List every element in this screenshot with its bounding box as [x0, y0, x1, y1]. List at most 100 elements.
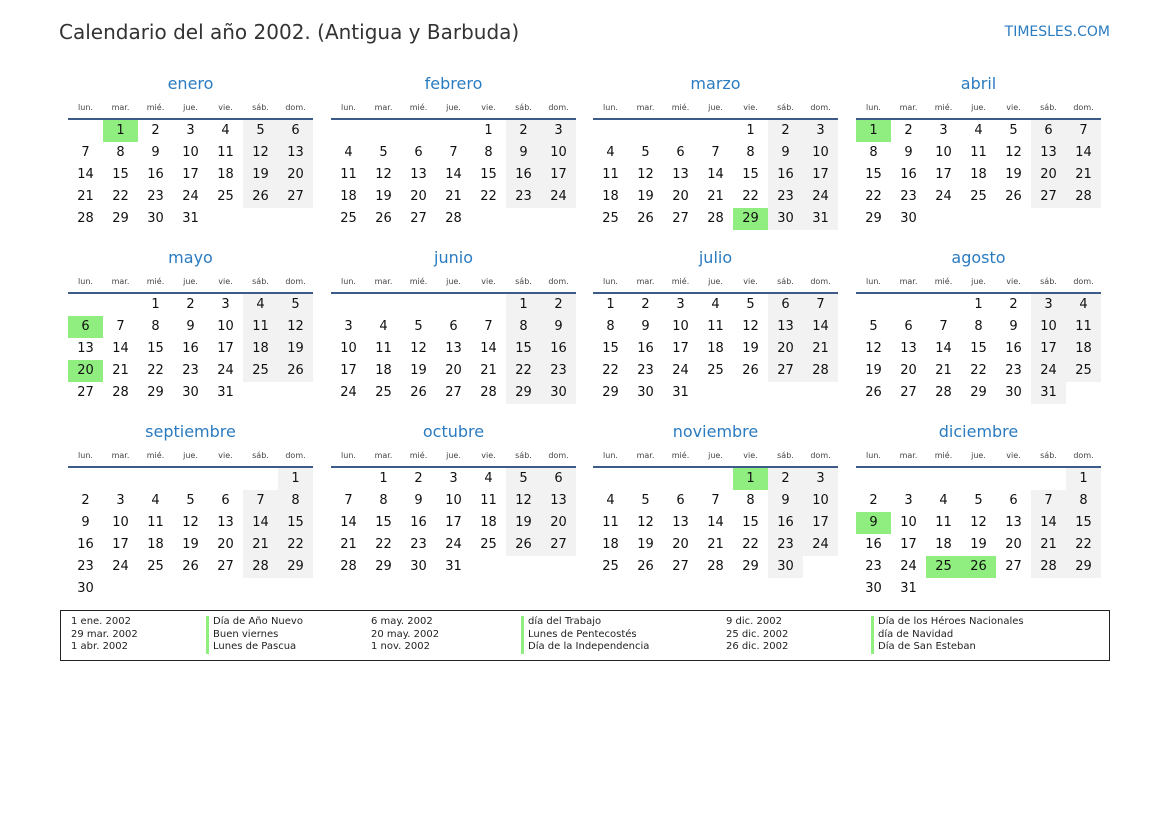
day-cell[interactable]: 31 — [803, 208, 838, 230]
day-cell[interactable]: 27 — [541, 534, 576, 556]
day-cell[interactable]: 12 — [243, 142, 278, 164]
day-cell[interactable]: 22 — [480, 189, 497, 204]
day-cell[interactable]: 23 — [506, 186, 541, 208]
day-cell[interactable]: 7 — [344, 493, 353, 508]
day-cell[interactable]: 4 — [243, 294, 278, 316]
day-cell[interactable]: 21 — [340, 537, 357, 552]
day-cell[interactable]: 21 — [935, 363, 952, 378]
day-cell[interactable]: 10 — [340, 341, 357, 356]
day-cell[interactable]: 30 — [147, 211, 164, 226]
day-cell[interactable]: 14 — [77, 167, 94, 182]
day-cell[interactable]: 8 — [506, 316, 541, 338]
day-cell[interactable]: 1 — [974, 297, 983, 312]
day-cell[interactable]: 3 — [904, 493, 913, 508]
day-cell[interactable]: 14 — [480, 341, 497, 356]
day-cell[interactable]: 3 — [186, 123, 195, 138]
day-cell[interactable]: 18 — [480, 515, 497, 530]
day-cell[interactable]: 30 — [768, 556, 803, 578]
day-cell[interactable]: 9 — [541, 316, 576, 338]
day-cell[interactable]: 2 — [506, 120, 541, 142]
day-cell[interactable]: 4 — [606, 493, 615, 508]
day-cell[interactable]: 12 — [637, 167, 654, 182]
day-cell[interactable]: 23 — [182, 363, 199, 378]
day-cell[interactable]: 1 — [484, 123, 493, 138]
day-cell[interactable]: 12 — [865, 341, 882, 356]
day-cell[interactable]: 15 — [112, 167, 129, 182]
day-cell[interactable]: 31 — [900, 581, 917, 596]
day-cell[interactable]: 5 — [746, 297, 755, 312]
day-cell[interactable]: 20 — [278, 164, 313, 186]
day-cell[interactable]: 23 — [147, 189, 164, 204]
day-cell[interactable]: 6 — [414, 145, 423, 160]
day-cell[interactable]: 29 — [1066, 556, 1101, 578]
day-cell[interactable]: 10 — [217, 319, 234, 334]
day-cell[interactable]: 8 — [484, 145, 493, 160]
day-cell[interactable]: 29 — [112, 211, 129, 226]
day-cell[interactable]: 8 — [116, 145, 125, 160]
day-cell[interactable]: 19 — [243, 164, 278, 186]
day-cell[interactable]: 12 — [970, 515, 987, 530]
day-cell[interactable]: 11 — [707, 319, 724, 334]
day-cell[interactable]: 10 — [541, 142, 576, 164]
day-cell[interactable]: 8 — [379, 493, 388, 508]
day-cell[interactable]: 26 — [410, 385, 427, 400]
day-cell[interactable]: 22 — [1066, 534, 1101, 556]
day-cell[interactable]: 27 — [278, 186, 313, 208]
day-cell[interactable]: 8 — [1066, 490, 1101, 512]
day-cell[interactable]: 3 — [1031, 294, 1066, 316]
day-cell[interactable]: 24 — [672, 363, 689, 378]
day-cell[interactable]: 28 — [112, 385, 129, 400]
day-cell[interactable]: 24 — [541, 186, 576, 208]
day-cell[interactable]: 13 — [768, 316, 803, 338]
day-cell[interactable]: 26 — [243, 186, 278, 208]
day-cell[interactable]: 6 — [278, 120, 313, 142]
day-cell[interactable]: 26 — [637, 211, 654, 226]
day-cell[interactable]: 2 — [186, 297, 195, 312]
day-cell[interactable]: 4 — [221, 123, 230, 138]
day-cell[interactable]: 5 — [379, 145, 388, 160]
day-cell[interactable]: 11 — [1066, 316, 1101, 338]
day-cell[interactable]: 18 — [970, 167, 987, 182]
day-cell[interactable]: 10 — [1031, 316, 1066, 338]
day-cell[interactable]: 2 — [869, 493, 878, 508]
day-cell[interactable]: 24 — [1031, 360, 1066, 382]
day-cell[interactable]: 22 — [865, 189, 882, 204]
day-cell[interactable]: 17 — [445, 515, 462, 530]
day-cell[interactable]: 24 — [340, 385, 357, 400]
day-cell[interactable]: 25 — [147, 559, 164, 574]
brand-link[interactable]: TIMESLES.COM — [1004, 24, 1110, 40]
day-cell[interactable]: 5 — [278, 294, 313, 316]
day-cell[interactable]: 22 — [278, 534, 313, 556]
day-cell[interactable]: 17 — [900, 537, 917, 552]
day-cell[interactable]: 2 — [1009, 297, 1018, 312]
day-cell[interactable]: 15 — [375, 515, 392, 530]
day-cell[interactable]: 11 — [970, 145, 987, 160]
day-cell[interactable]: 1 — [506, 294, 541, 316]
day-cell[interactable]: 21 — [480, 363, 497, 378]
day-cell[interactable]: 27 — [900, 385, 917, 400]
day-cell[interactable]: 17 — [217, 341, 234, 356]
day-cell[interactable]: 30 — [77, 581, 94, 596]
day-cell[interactable]: 15 — [865, 167, 882, 182]
day-cell[interactable]: 13 — [541, 490, 576, 512]
day-cell[interactable]: 6 — [768, 294, 803, 316]
day-cell[interactable]: 28 — [707, 211, 724, 226]
day-cell[interactable]: 10 — [803, 490, 838, 512]
day-cell[interactable]: 12 — [278, 316, 313, 338]
day-cell[interactable]: 20 — [445, 363, 462, 378]
day-cell[interactable]: 15 — [602, 341, 619, 356]
day-cell[interactable]: 21 — [112, 363, 129, 378]
day-cell[interactable]: 9 — [1009, 319, 1018, 334]
day-cell[interactable]: 11 — [935, 515, 952, 530]
day-cell[interactable]: 18 — [243, 338, 278, 360]
day-cell[interactable]: 16 — [410, 515, 427, 530]
day-cell[interactable]: 30 — [865, 581, 882, 596]
day-cell[interactable]: 18 — [1066, 338, 1101, 360]
day-cell[interactable]: 6 — [449, 319, 458, 334]
day-cell[interactable]: 26 — [182, 559, 199, 574]
day-cell[interactable]: 19 — [1005, 167, 1022, 182]
day-cell[interactable]: 21 — [803, 338, 838, 360]
day-cell[interactable]: 10 — [672, 319, 689, 334]
day-cell[interactable]: 29 — [147, 385, 164, 400]
day-cell[interactable]: 16 — [768, 164, 803, 186]
